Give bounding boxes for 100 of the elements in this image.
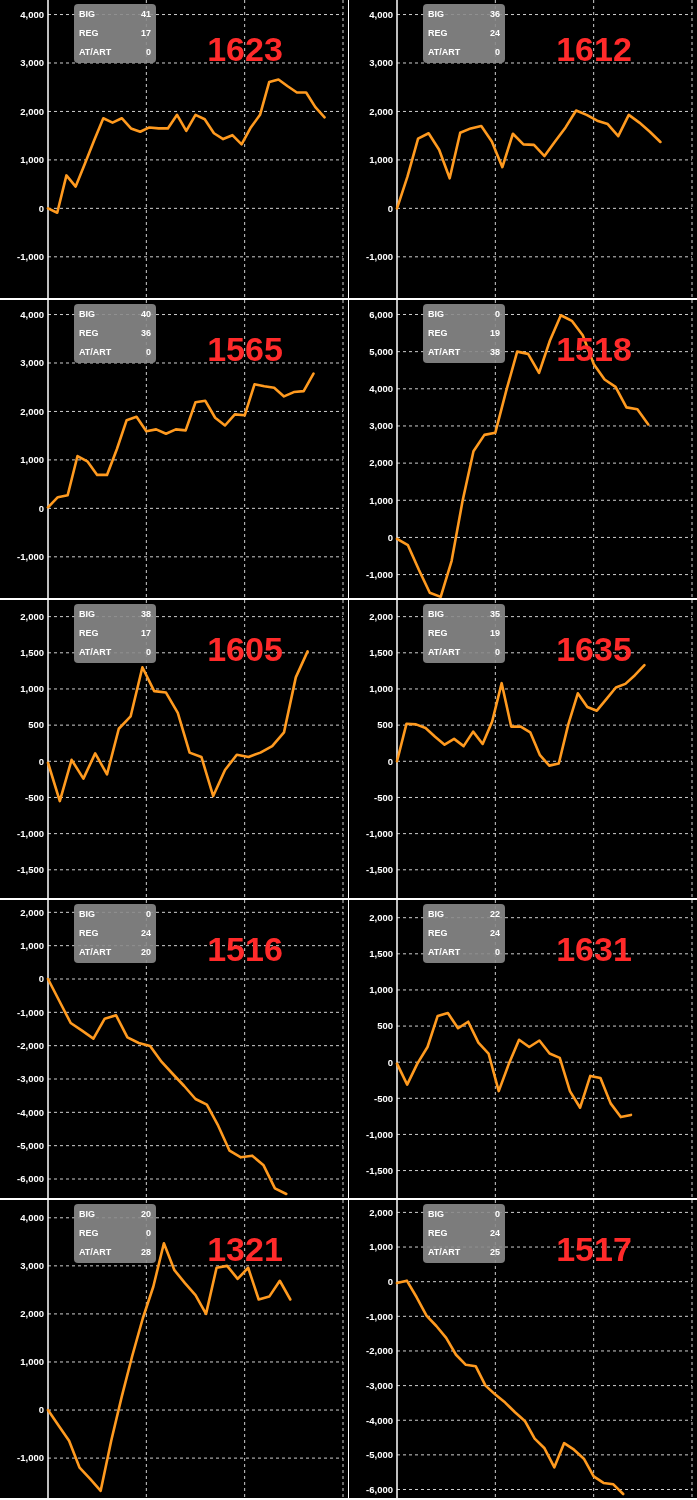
y-tick-label: 4,000 <box>20 1212 44 1224</box>
y-tick-label: 0 <box>387 755 393 767</box>
y-tick-label: -5,000 <box>366 1449 393 1461</box>
annotation: AT/ART <box>428 1247 461 1257</box>
y-tick-label: 3,000 <box>20 57 44 69</box>
y-tick-label: -1,000 <box>366 1310 393 1322</box>
annotation: REG <box>79 28 99 38</box>
y-tick-label: 1,000 <box>369 1241 393 1253</box>
y-tick-label: 2,000 <box>369 105 393 117</box>
annotation: 20 <box>140 947 151 957</box>
annotation: AT/ART <box>428 947 461 957</box>
y-tick-label: -2,000 <box>366 1345 393 1357</box>
annotation: 19 <box>489 628 500 638</box>
y-tick-label: 0 <box>38 973 44 985</box>
y-tick-label: 5,000 <box>369 345 393 357</box>
annotation: AT/ART <box>79 347 112 357</box>
y-tick-label: 500 <box>377 1020 393 1032</box>
y-tick-label: 4,000 <box>369 8 393 20</box>
y-tick-label: 2,000 <box>20 906 44 918</box>
y-tick-label: 1,000 <box>20 454 44 466</box>
annotation: REG <box>79 928 99 938</box>
annotation: 38 <box>140 609 151 619</box>
y-tick-label: -1,000 <box>17 1006 44 1018</box>
y-tick-label: -4,000 <box>366 1414 393 1426</box>
y-tick-label: 3,000 <box>369 57 393 69</box>
y-tick-label: 1,000 <box>20 939 44 951</box>
y-tick-label: 1,000 <box>20 683 44 695</box>
annotation: 38 <box>489 347 500 357</box>
y-tick-label: 0 <box>387 1276 393 1287</box>
annotation: BIG <box>428 309 445 319</box>
y-tick-label: 4,000 <box>20 8 44 20</box>
annotation: 0 <box>494 647 500 657</box>
y-tick-label: 2,000 <box>20 610 44 622</box>
y-tick-label: 1,000 <box>369 683 393 695</box>
y-tick-label: 2,000 <box>369 1206 393 1218</box>
text: 1565 <box>207 330 283 368</box>
y-tick-label: 1,000 <box>369 984 393 996</box>
annotation: BIG <box>79 609 96 619</box>
y-tick-label: -1,000 <box>17 251 44 263</box>
y-tick-label: 1,000 <box>369 494 393 506</box>
y-tick-label: -2,000 <box>17 1039 44 1051</box>
annotation: 40 <box>140 309 151 319</box>
annotation: BIG <box>79 1209 96 1219</box>
y-tick-label: -500 <box>24 791 44 803</box>
annotation: 20 <box>140 1209 151 1219</box>
annotation: BIG <box>428 1209 445 1219</box>
annotation: REG <box>428 328 448 338</box>
line-series <box>395 1011 633 1119</box>
annotation: AT/ART <box>79 647 112 657</box>
annotation: AT/ART <box>428 47 461 57</box>
y-tick-label: 1,500 <box>369 647 393 659</box>
y-tick-label: 1,500 <box>369 948 393 960</box>
line-series <box>395 663 646 767</box>
annotation: 0 <box>145 47 151 57</box>
text: 1623 <box>207 30 283 68</box>
y-tick-label: -1,000 <box>366 1128 393 1140</box>
annotation: BIG <box>79 309 96 319</box>
y-tick-label: 3,000 <box>20 357 44 369</box>
y-tick-label: 0 <box>387 202 393 214</box>
annotation: BIG <box>428 9 445 19</box>
annotation: 24 <box>489 928 500 938</box>
annotation: 0 <box>494 947 500 957</box>
y-tick-label: -1,000 <box>17 1452 44 1464</box>
text: 1631 <box>556 930 632 968</box>
annotation: AT/ART <box>79 47 112 57</box>
y-tick-label: -500 <box>373 791 393 803</box>
y-tick-label: -3,000 <box>17 1073 44 1085</box>
annotation: REG <box>79 628 99 638</box>
y-tick-label: 6,000 <box>369 308 393 320</box>
annotation: BIG <box>428 609 445 619</box>
y-tick-label: 2,000 <box>20 105 44 117</box>
annotation: REG <box>428 628 448 638</box>
line-series <box>395 1279 625 1496</box>
text: 1321 <box>207 1230 283 1268</box>
annotation: AT/ART <box>428 647 461 657</box>
y-tick-label: 0 <box>387 531 393 543</box>
annotation: REG <box>428 928 448 938</box>
text: 1605 <box>207 630 283 668</box>
annotation: 19 <box>489 328 500 338</box>
y-tick-label: 0 <box>38 1404 44 1416</box>
y-tick-label: 2,000 <box>369 610 393 622</box>
y-tick-label: -6,000 <box>17 1173 44 1185</box>
y-tick-label: 4,000 <box>369 383 393 395</box>
y-tick-label: 3,000 <box>20 1260 44 1272</box>
annotation: 17 <box>140 628 151 638</box>
y-tick-label: 0 <box>38 755 44 767</box>
annotation: 0 <box>494 309 500 319</box>
annotation: REG <box>79 1228 99 1238</box>
annotation: AT/ART <box>79 947 112 957</box>
y-tick-label: 2,000 <box>369 457 393 469</box>
annotation: 36 <box>489 9 500 19</box>
annotation: 24 <box>489 28 500 38</box>
annotation: REG <box>428 1228 448 1238</box>
y-tick-label: -1,500 <box>366 1164 393 1176</box>
text: 1517 <box>556 1230 632 1268</box>
y-tick-label: 4,000 <box>20 308 44 320</box>
annotation: 0 <box>145 647 151 657</box>
y-tick-label: -1,000 <box>366 827 393 839</box>
line-series <box>395 109 662 210</box>
annotation: 35 <box>489 609 500 619</box>
